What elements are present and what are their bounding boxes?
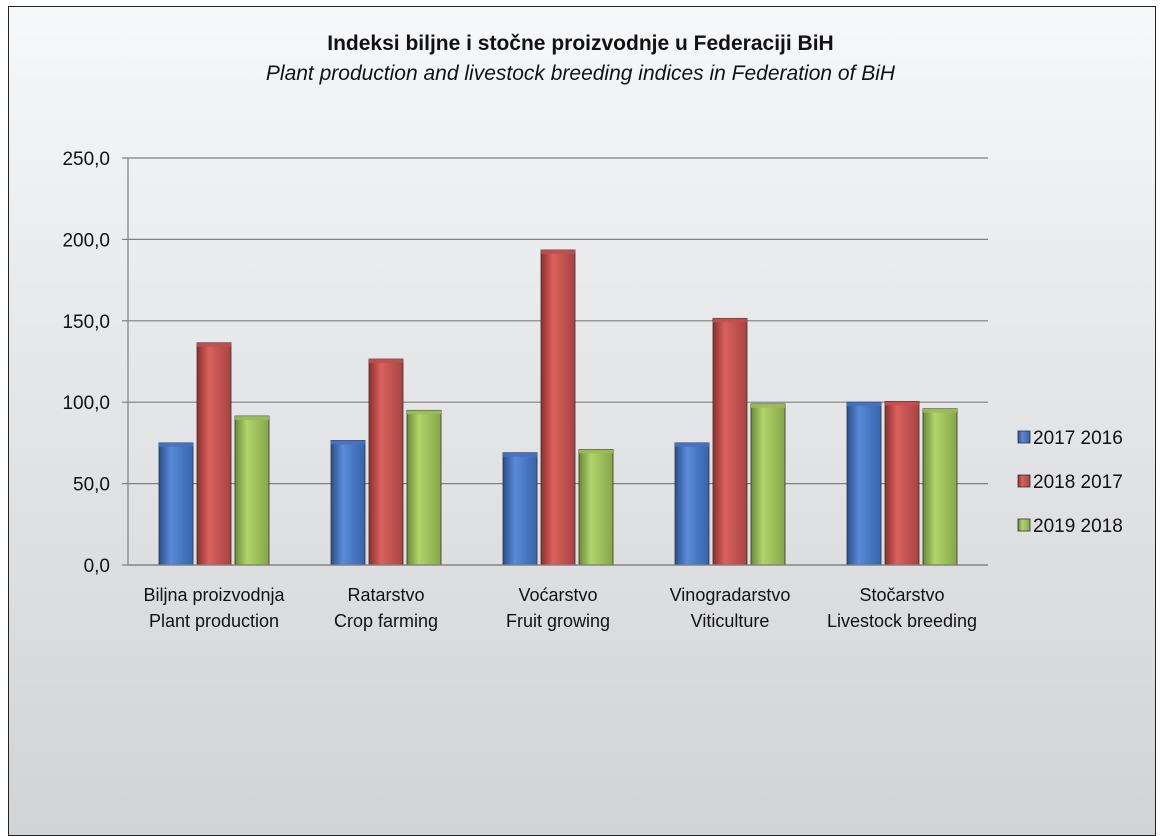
bar-cap [713, 318, 747, 323]
bar-body [330, 440, 366, 566]
bar-body [578, 449, 614, 566]
x-tick-label: Livestock breeding [827, 611, 977, 631]
bar-cap [675, 442, 709, 447]
legend-item: 2018 2017 [1017, 472, 1123, 493]
bar [884, 400, 920, 566]
bar [846, 401, 882, 566]
bar-body [674, 442, 710, 566]
x-tick-label: Plant production [149, 611, 279, 631]
legend-item: 2017 2016 [1017, 428, 1123, 449]
y-tick-label: 50,0 [73, 475, 110, 496]
bar-cap [541, 249, 575, 254]
bar [196, 342, 232, 566]
bar-body [922, 408, 958, 566]
y-tick-label: 250,0 [62, 149, 110, 170]
bar-body [712, 317, 748, 566]
x-tick-label: Ratarstvo [347, 585, 424, 605]
bar [368, 358, 404, 566]
legend-swatch [1017, 518, 1031, 532]
bar [540, 249, 576, 566]
bar-cap [847, 402, 881, 407]
legend-label: 2019 2018 [1033, 516, 1123, 537]
bar-body [846, 401, 882, 566]
bar-cap [407, 410, 441, 415]
legend-item: 2019 2018 [1017, 516, 1123, 537]
bar [158, 442, 194, 566]
bar-cap [235, 416, 269, 421]
bar [712, 317, 748, 566]
x-tick-label: Stočarstvo [859, 585, 944, 605]
chart-title: Indeksi biljne i stočne proizvodnje u Fe… [327, 32, 834, 55]
bar-body [884, 400, 920, 566]
bar [922, 408, 958, 566]
x-tick-label: Voćarstvo [518, 585, 597, 605]
bar-body [406, 409, 442, 566]
y-tick-label: 100,0 [62, 393, 110, 414]
x-tick-label: Viticulture [691, 611, 770, 631]
bar-cap [923, 408, 957, 413]
bar [502, 452, 538, 566]
y-tick-label: 200,0 [62, 230, 110, 251]
legend-label: 2018 2017 [1033, 472, 1123, 493]
bar-body [368, 358, 404, 566]
bar-body [196, 342, 232, 566]
bar-cap [579, 449, 613, 454]
x-tick-label: Fruit growing [506, 611, 610, 631]
bar-cap [751, 403, 785, 408]
y-tick-label: 0,0 [84, 556, 110, 577]
bar-cap [159, 442, 193, 447]
x-tick-label: Vinogradarstvo [670, 585, 791, 605]
bar [330, 440, 366, 566]
bar [578, 449, 614, 566]
bar [234, 415, 270, 566]
x-tick-label: Crop farming [334, 611, 438, 631]
bar [674, 442, 710, 566]
legend-swatch [1017, 430, 1031, 444]
legend-label: 2017 2016 [1033, 428, 1123, 449]
bar-cap [369, 359, 403, 364]
bar-body [750, 403, 786, 566]
bar-body [234, 415, 270, 566]
bar [406, 409, 442, 566]
y-tick-label: 150,0 [62, 312, 110, 333]
chart-subtitle: Plant production and livestock breeding … [265, 62, 896, 85]
bar-cap [885, 401, 919, 406]
bar-cap [197, 342, 231, 347]
bar-body [540, 249, 576, 566]
bar-cap [331, 440, 365, 445]
x-tick-label: Biljna proizvodnja [143, 585, 285, 605]
bar-cap [503, 452, 537, 457]
bar-body [502, 452, 538, 566]
bar-body [158, 442, 194, 566]
bar [750, 403, 786, 566]
legend-swatch [1017, 474, 1031, 488]
